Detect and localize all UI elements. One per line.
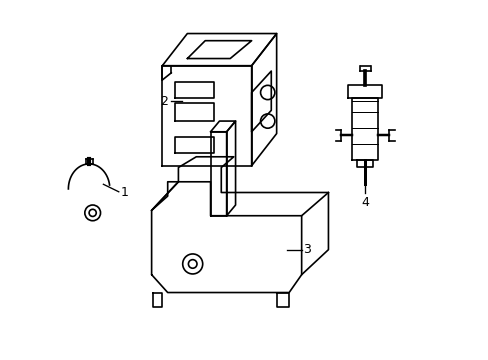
Text: 4: 4 xyxy=(360,196,368,209)
Text: 3: 3 xyxy=(303,243,310,256)
Text: 1: 1 xyxy=(120,186,128,199)
Text: 2: 2 xyxy=(160,95,167,108)
